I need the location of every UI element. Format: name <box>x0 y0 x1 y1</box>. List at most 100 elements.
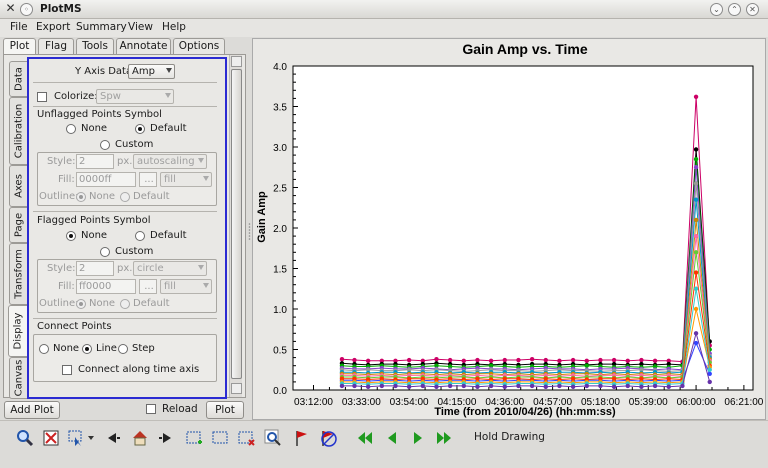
connect-line-radio[interactable] <box>82 344 92 354</box>
unflagged-custom-radio[interactable] <box>100 140 110 150</box>
last-page-icon[interactable] <box>434 428 454 448</box>
data-point <box>475 376 480 381</box>
unflagged-fill-input[interactable]: 0000ff <box>76 172 136 187</box>
y-axis-data-select[interactable]: Amp <box>128 64 175 79</box>
flagged-custom-label: Custom <box>115 246 154 257</box>
side-tab-calibration[interactable]: Calibration <box>9 97 27 165</box>
data-point <box>516 376 521 381</box>
scroll-thumb[interactable] <box>231 69 242 379</box>
flagged-fill-input[interactable]: ff0000 <box>76 279 136 294</box>
next-page-icon[interactable] <box>408 428 428 448</box>
plot-canvas[interactable]: Gain Amp vs. Time Time (from 2010/04/26)… <box>252 38 766 420</box>
data-point <box>488 383 494 389</box>
maximize-icon[interactable]: ⌃ <box>728 3 741 16</box>
data-point <box>693 250 699 255</box>
flagged-fill-type-select[interactable]: fill <box>160 279 212 294</box>
unflagged-fill-type-select[interactable]: fill <box>160 172 212 187</box>
outline-none-radio[interactable] <box>76 299 86 309</box>
outline-none-radio[interactable] <box>76 192 86 202</box>
px-label: px. <box>117 263 133 274</box>
data-point <box>475 384 480 389</box>
menu-summary[interactable]: Summary <box>76 21 127 33</box>
side-tab-page[interactable]: Page <box>9 207 27 243</box>
fit-icon[interactable] <box>41 428 61 448</box>
minimize-icon[interactable]: ⌄ <box>710 3 723 16</box>
flagged-default-radio[interactable] <box>135 231 145 241</box>
forward-icon[interactable] <box>156 428 176 448</box>
window-menu-icon[interactable]: ◦ <box>20 3 33 16</box>
data-point <box>543 376 548 381</box>
close-icon[interactable]: ✕ <box>746 3 759 16</box>
unflagged-fill-picker-button[interactable]: ... <box>139 172 157 187</box>
add-region-icon[interactable] <box>184 428 204 448</box>
data-point <box>434 357 439 362</box>
menu-file[interactable]: File <box>10 21 28 33</box>
side-tab-canvas[interactable]: Canvas <box>9 357 27 399</box>
data-point <box>543 357 548 363</box>
tab-plot[interactable]: Plot <box>3 38 36 55</box>
unflagged-shape-select[interactable]: autoscaling <box>133 154 207 169</box>
outline-none-label: None <box>89 298 116 309</box>
connect-step-radio[interactable] <box>118 344 128 354</box>
data-point <box>447 376 453 381</box>
data-point <box>584 358 589 364</box>
colorize-select[interactable]: Spw <box>96 89 174 104</box>
data-point <box>406 357 412 363</box>
data-point <box>434 377 439 382</box>
inspect-icon[interactable] <box>263 428 283 448</box>
title-bar: ✕ ◦ PlotMS ⌄ ⌃ ✕ <box>0 0 768 19</box>
scroll-up-icon[interactable] <box>231 56 242 67</box>
remove-region-icon[interactable] <box>236 428 256 448</box>
data-point <box>693 94 699 99</box>
prev-page-icon[interactable] <box>382 428 402 448</box>
menu-help[interactable]: Help <box>162 21 186 33</box>
pane-splitter[interactable] <box>247 38 252 420</box>
flagged-shape-select[interactable]: circle <box>133 261 207 276</box>
outline-default-radio[interactable] <box>120 192 130 202</box>
colorize-checkbox[interactable] <box>37 92 47 102</box>
flagged-none-radio[interactable] <box>66 231 76 241</box>
tab-options[interactable]: Options <box>173 38 225 54</box>
side-tab-axes[interactable]: Axes <box>9 165 27 207</box>
back-icon[interactable] <box>103 428 123 448</box>
flag-icon[interactable] <box>292 428 312 448</box>
flagged-fill-picker-button[interactable]: ... <box>139 279 157 294</box>
first-page-icon[interactable] <box>355 428 375 448</box>
connect-along-time-checkbox[interactable] <box>62 365 72 375</box>
tab-flag[interactable]: Flag <box>38 38 74 54</box>
style-size-stepper[interactable]: 2 <box>76 154 114 169</box>
flagged-style-size-stepper[interactable]: 2 <box>76 261 114 276</box>
select-mode-icon[interactable] <box>66 428 86 448</box>
plot-button[interactable]: Plot <box>206 401 244 419</box>
data-point <box>707 371 712 376</box>
data-point <box>611 357 617 363</box>
zoom-icon[interactable] <box>15 428 35 448</box>
data-point <box>639 367 644 372</box>
style-label: Style: <box>47 263 76 274</box>
side-tab-data[interactable]: Data <box>9 61 27 97</box>
menu-view[interactable]: View <box>128 21 153 33</box>
scroll-down-icon[interactable] <box>231 383 242 394</box>
unflag-icon[interactable] <box>318 428 338 448</box>
outline-default-radio[interactable] <box>120 299 130 309</box>
y-tick-label: 1.5 <box>273 265 287 276</box>
app-close-x-icon[interactable]: ✕ <box>5 1 16 15</box>
side-tab-label: Display <box>12 312 24 350</box>
side-tab-display[interactable]: Display <box>8 305 27 357</box>
tab-tools[interactable]: Tools <box>76 38 114 54</box>
region-icon[interactable] <box>210 428 230 448</box>
side-tab-transform[interactable]: Transform <box>9 243 27 305</box>
unflagged-default-radio[interactable] <box>135 124 145 134</box>
data-point <box>379 376 385 381</box>
unflagged-none-radio[interactable] <box>66 124 76 134</box>
flagged-custom-radio[interactable] <box>100 247 110 257</box>
reload-checkbox[interactable] <box>146 404 156 414</box>
tab-annotate[interactable]: Annotate <box>116 38 171 54</box>
hold-drawing-label[interactable]: Hold Drawing <box>474 431 545 443</box>
menu-export[interactable]: Export <box>36 21 71 33</box>
panel-scrollbar[interactable] <box>229 55 242 397</box>
dropdown-icon[interactable] <box>86 428 96 448</box>
add-plot-button[interactable]: Add Plot <box>4 401 60 419</box>
connect-none-radio[interactable] <box>39 344 49 354</box>
home-icon[interactable] <box>130 428 150 448</box>
